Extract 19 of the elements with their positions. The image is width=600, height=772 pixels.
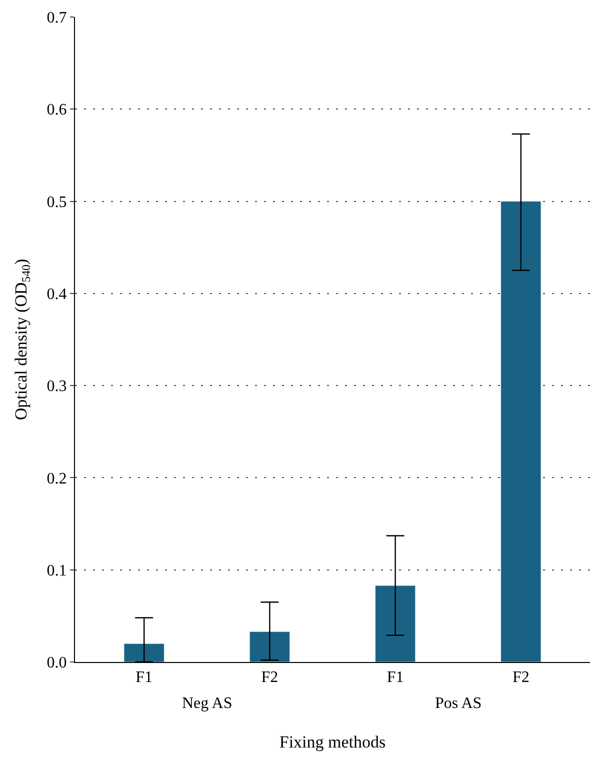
x-tick-label: F1: [136, 669, 153, 686]
y-tick-label: 0.4: [46, 286, 67, 304]
y-tick-label: 0.1: [46, 562, 67, 580]
x-tick-label: F2: [512, 669, 530, 686]
y-tick-label: 0.5: [46, 194, 67, 211]
x-axis-title: Fixing methods: [279, 732, 386, 752]
bar: [374, 585, 416, 662]
y-tick-label: 0.7: [46, 10, 67, 27]
bar: [500, 201, 542, 662]
text: Pos AS: [435, 695, 482, 712]
y-tick-label: 0.3: [46, 378, 67, 396]
y-tick-label: 0.0: [46, 654, 67, 672]
bar: [249, 631, 290, 662]
y-tick-label: 0.2: [46, 470, 67, 488]
text: Neg AS: [182, 695, 232, 712]
x-tick-label: F1: [386, 669, 404, 686]
x-tick-label: F2: [261, 669, 278, 686]
bar: [124, 643, 164, 662]
y-tick-label: 0.6: [46, 102, 67, 119]
